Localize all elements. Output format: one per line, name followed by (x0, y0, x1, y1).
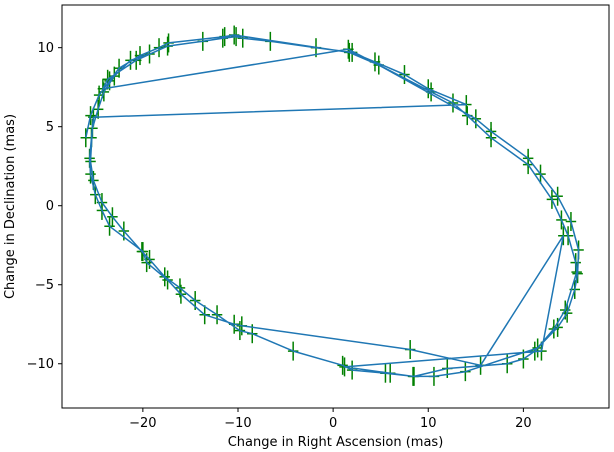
x-tick-label: 10 (420, 416, 437, 431)
x-tick-label: −10 (224, 416, 251, 431)
y-tick-label: −5 (35, 278, 54, 293)
y-axis-ticks: −10 −5 0 5 10 (27, 41, 62, 372)
plot-background (62, 5, 609, 408)
series-line (85, 34, 580, 378)
x-tick-label: −20 (129, 416, 156, 431)
y-tick-label: 10 (37, 41, 54, 56)
y-tick-label: 0 (46, 199, 54, 214)
y-tick-label: 5 (46, 120, 54, 135)
x-tick-label: 20 (515, 416, 532, 431)
series-line-layer (85, 34, 580, 378)
y-axis-label: Change in Declination (mas) (3, 114, 18, 299)
x-axis-ticks: −20 −10 0 10 20 (129, 408, 532, 431)
y-tick-label: −10 (27, 357, 54, 372)
x-axis-label: Change in Right Ascension (mas) (228, 435, 444, 450)
x-tick-label: 0 (329, 416, 337, 431)
plot-frame (61, 4, 610, 409)
